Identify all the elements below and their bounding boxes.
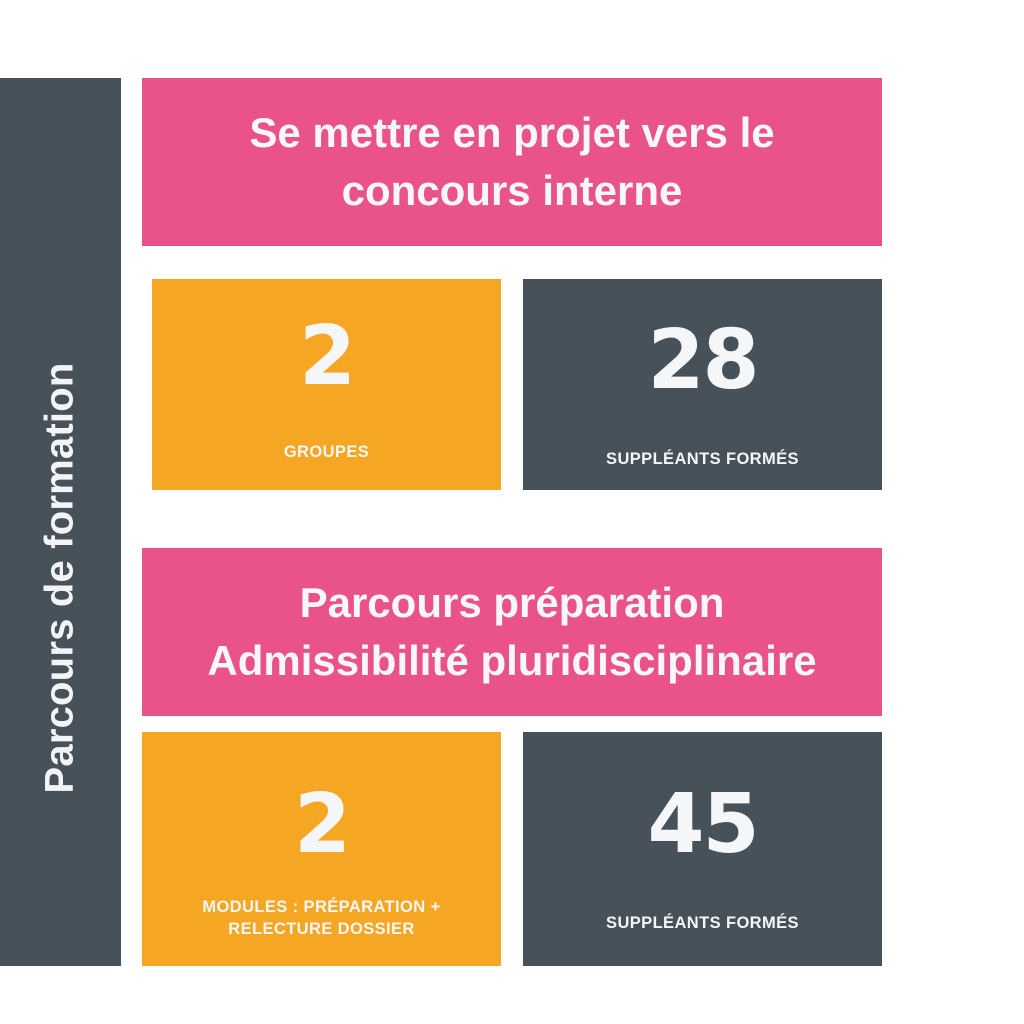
section-1-title-box: Se mettre en projet vers le concours int… — [142, 78, 882, 246]
stat-card-groupes: 2 GROUPES — [152, 279, 501, 490]
stat-value: 45 — [647, 777, 759, 872]
stat-value: 2 — [298, 309, 356, 404]
section-1-title-line-2: concours interne — [341, 167, 683, 214]
stat-caption: SUPPLÉANTS FORMÉS — [606, 450, 799, 468]
stat-card-suppleants-2: 45 SUPPLÉANTS FORMÉS — [523, 732, 882, 966]
sidebar-banner: Parcours de formation — [0, 78, 121, 966]
section-1-title-line-1: Se mettre en projet vers le — [249, 109, 775, 156]
stat-caption: GROUPES — [283, 443, 370, 461]
section-2-title-line-1: Parcours préparation — [299, 579, 725, 626]
stat-value: 2 — [293, 777, 351, 872]
stat-value: 28 — [647, 313, 759, 408]
section-2-title-line-2: Admissibilité pluridisciplinaire — [207, 637, 817, 684]
section-2-title-box: Parcours préparation Admissibilité pluri… — [142, 548, 882, 716]
sidebar-label: Parcours de formation — [37, 362, 82, 794]
stat-card-suppleants-1: 28 SUPPLÉANTS FORMÉS — [523, 279, 882, 490]
stat-caption: SUPPLÉANTS FORMÉS — [606, 914, 799, 932]
stat-card-modules: 2 MODULES : PRÉPARATION + RELECTURE DOSS… — [142, 732, 501, 966]
stat-caption: MODULES : PRÉPARATION + RELECTURE DOSSIE… — [202, 898, 441, 938]
